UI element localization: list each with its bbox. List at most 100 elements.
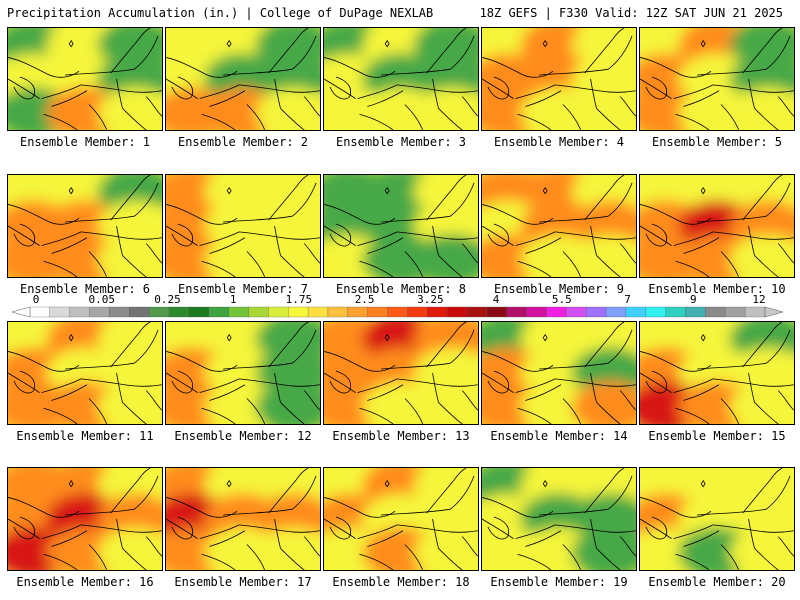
colorbar-swatch [347,306,368,318]
map-outlines [166,28,320,130]
ensemble-member-panel: Ensemble Member: 7 [165,174,321,296]
ensemble-member-panel: Ensemble Member: 8 [323,174,479,296]
map-outlines [8,175,162,277]
ensemble-member-panel: Ensemble Member: 20 [639,467,795,589]
colorbar-swatch [288,306,309,318]
map-outlines [324,468,478,570]
precip-map [7,174,163,278]
ensemble-member-panel: Ensemble Member: 14 [481,321,637,443]
ensemble-member-panel: Ensemble Member: 5 [639,27,795,149]
map-outlines [640,322,794,424]
precip-map [323,27,479,131]
colorbar-tick-label: 9 [689,293,697,306]
colorbar-swatch [69,306,90,318]
map-outlines [482,175,636,277]
precip-map [165,467,321,571]
model-run-info: 18Z GEFS | F330 Valid: 12Z SAT JUN 21 20… [479,6,783,20]
ensemble-member-label: Ensemble Member: 6 [19,282,151,296]
colorbar-swatch [744,306,766,318]
colorbar-swatch [49,306,70,318]
map-outlines [324,28,478,130]
colorbar-swatch [228,306,249,318]
colorbar-arrow-right [764,306,784,318]
colorbar-swatch [129,306,150,318]
colorbar-swatch [149,306,170,318]
colorbar-swatch [89,306,110,318]
colorbar-tick-label: 4 [492,293,500,306]
ensemble-member-label: Ensemble Member: 5 [651,135,783,149]
map-outlines [8,468,162,570]
map-outlines [482,468,636,570]
precip-map [639,174,795,278]
colorbar-swatch [307,306,329,318]
ensemble-member-label: Ensemble Member: 7 [177,282,309,296]
colorbar-swatch [109,306,130,318]
colorbar-swatch [705,306,726,318]
colorbar-tick-label: 3.25 [417,293,444,306]
ensemble-member-label: Ensemble Member: 10 [648,282,786,296]
precip-map [639,467,795,571]
ensemble-member-panel: Ensemble Member: 17 [165,467,321,589]
precip-colorbar: 0 0.05 0.25 1 1.75 2.5 3.25 4 5.5 7 9 12 [0,294,800,320]
map-outlines [640,175,794,277]
ensemble-member-label: Ensemble Member: 3 [335,135,467,149]
colorbar-tick-label: 1.75 [285,293,313,306]
ensemble-member-label: Ensemble Member: 18 [332,575,470,589]
precip-map [7,27,163,131]
colorbar-swatch [486,306,507,318]
ensemble-member-panel: Ensemble Member: 13 [323,321,479,443]
colorbar-swatch [605,306,627,318]
colorbar-swatch [466,306,488,318]
ensemble-member-label: Ensemble Member: 16 [16,575,154,589]
ensemble-member-panel: Ensemble Member: 10 [639,174,795,296]
colorbar-swatch [506,306,527,318]
colorbar-swatch [625,306,646,318]
precip-map [323,467,479,571]
colorbar-swatch [566,306,587,318]
colorbar-strip [11,306,784,318]
precip-map [7,321,163,425]
ensemble-member-label: Ensemble Member: 12 [174,429,312,443]
precip-map [639,27,795,131]
map-outlines [482,28,636,130]
precip-map [165,27,321,131]
ensemble-member-panel: Ensemble Member: 3 [323,27,479,149]
colorbar-swatch [387,306,408,318]
ensemble-member-label: Ensemble Member: 8 [335,282,467,296]
ensemble-member-panel: Ensemble Member: 12 [165,321,321,443]
precip-map [165,174,321,278]
ensemble-member-label: Ensemble Member: 9 [493,282,625,296]
colorbar-swatch [327,306,348,318]
colorbar-tick-label: 0 [32,293,40,306]
ensemble-member-panel: Ensemble Member: 16 [7,467,163,589]
colorbar-swatch [268,306,289,318]
ensemble-member-panel: Ensemble Member: 18 [323,467,479,589]
precip-map [165,321,321,425]
colorbar-swatch [526,306,547,318]
precip-map [481,467,637,571]
ensemble-member-label: Ensemble Member: 13 [332,429,470,443]
ensemble-member-label: Ensemble Member: 2 [177,135,309,149]
colorbar-swatch [188,306,209,318]
colorbar-tick-label: 2.5 [354,293,375,306]
precip-map [481,27,637,131]
ensemble-member-panel: Ensemble Member: 15 [639,321,795,443]
colorbar-swatch [407,306,428,318]
colorbar-swatch [29,306,51,318]
map-title: Precipitation Accumulation (in.) | Colle… [7,6,434,20]
precip-map [481,174,637,278]
ensemble-member-panel: Ensemble Member: 1 [7,27,163,149]
ensemble-member-label: Ensemble Member: 15 [648,429,786,443]
precip-map [481,321,637,425]
precip-map [323,174,479,278]
ensemble-member-panel: Ensemble Member: 19 [481,467,637,589]
colorbar-swatch [685,306,706,318]
map-outlines [482,322,636,424]
precip-map [639,321,795,425]
ensemble-member-label: Ensemble Member: 4 [493,135,625,149]
colorbar-swatch [447,306,468,318]
colorbar-swatch [725,306,746,318]
precip-map [323,321,479,425]
map-outlines [324,322,478,424]
map-outlines [166,468,320,570]
